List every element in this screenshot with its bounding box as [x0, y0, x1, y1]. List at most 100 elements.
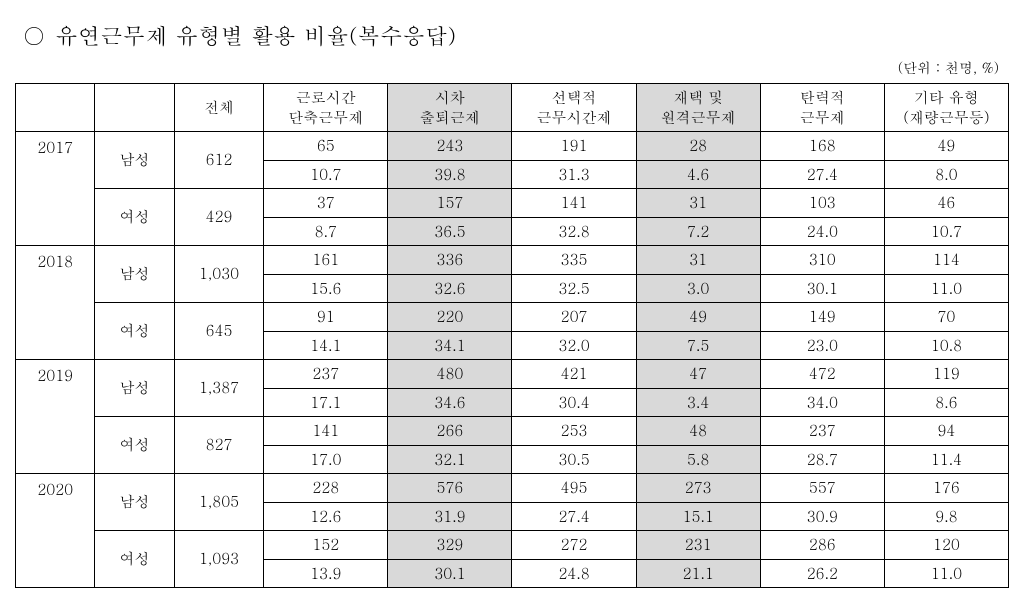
gender-cell: 남성: [95, 246, 174, 303]
data-cell: 39.8: [388, 160, 512, 189]
data-cell: 48: [636, 417, 760, 446]
data-cell: 7.5: [636, 331, 760, 360]
total-cell: 1,093: [174, 531, 263, 588]
table-row: 2018 남성 1,030 161 336 335 31 310 114: [16, 246, 1009, 275]
data-cell: 119: [884, 360, 1008, 389]
table-row: 여성 827 141 266 253 48 237 94: [16, 417, 1009, 446]
data-cell: 114: [884, 246, 1008, 275]
data-cell: 32.6: [388, 274, 512, 303]
total-cell: 1,387: [174, 360, 263, 417]
data-cell: 32.8: [512, 217, 636, 246]
header-row: 전체 근로시간단축근무제 시차출퇴근제 선택적근무시간제 재택 및원격근무제 탄…: [16, 84, 1009, 132]
total-cell: 827: [174, 417, 263, 474]
data-cell: 120: [884, 531, 1008, 560]
table-body: 2017 남성 612 65 243 191 28 168 49 10.7 39…: [16, 132, 1009, 588]
data-cell: 70: [884, 303, 1008, 332]
header-flexible-l2: 근무제: [800, 107, 845, 128]
data-cell: 30.4: [512, 388, 636, 417]
header-staggered-l2: 출퇴근제: [420, 107, 480, 128]
data-cell: 176: [884, 474, 1008, 503]
year-cell: 2018: [16, 246, 95, 360]
data-cell: 3.4: [636, 388, 760, 417]
gender-cell: 남성: [95, 360, 174, 417]
data-cell: 14.1: [264, 331, 388, 360]
data-cell: 336: [388, 246, 512, 275]
data-cell: 8.7: [264, 217, 388, 246]
data-cell: 576: [388, 474, 512, 503]
data-cell: 11.4: [884, 445, 1008, 474]
data-cell: 30.1: [760, 274, 884, 303]
header-flexible-l1: 탄력적: [800, 87, 845, 108]
data-cell: 243: [388, 132, 512, 161]
total-cell: 612: [174, 132, 263, 189]
data-cell: 272: [512, 531, 636, 560]
table-row: 여성 645 91 220 207 49 149 70: [16, 303, 1009, 332]
data-cell: 8.0: [884, 160, 1008, 189]
data-cell: 31.9: [388, 502, 512, 531]
data-cell: 32.5: [512, 274, 636, 303]
data-cell: 11.0: [884, 559, 1008, 588]
data-cell: 27.4: [760, 160, 884, 189]
data-cell: 10.8: [884, 331, 1008, 360]
data-cell: 30.9: [760, 502, 884, 531]
header-selective-l2: 근무시간제: [537, 107, 612, 128]
data-cell: 30.1: [388, 559, 512, 588]
data-cell: 31: [636, 246, 760, 275]
header-blank-gender: [95, 84, 174, 132]
header-remote-l2: 원격근무제: [661, 107, 736, 128]
data-cell: 191: [512, 132, 636, 161]
header-staggered-l1: 시차: [435, 87, 465, 108]
data-cell: 495: [512, 474, 636, 503]
data-cell: 46: [884, 189, 1008, 218]
gender-cell: 남성: [95, 474, 174, 531]
header-selective: 선택적근무시간제: [512, 84, 636, 132]
data-cell: 421: [512, 360, 636, 389]
header-selective-l1: 선택적: [552, 87, 597, 108]
gender-cell: 남성: [95, 132, 174, 189]
table-row: 여성 1,093 152 329 272 231 286 120: [16, 531, 1009, 560]
data-cell: 220: [388, 303, 512, 332]
data-cell: 28: [636, 132, 760, 161]
data-cell: 231: [636, 531, 760, 560]
data-cell: 10.7: [264, 160, 388, 189]
total-cell: 1,805: [174, 474, 263, 531]
data-cell: 329: [388, 531, 512, 560]
header-remote-l1: 재택 및: [673, 87, 723, 108]
table-row: 2017 남성 612 65 243 191 28 168 49: [16, 132, 1009, 161]
data-cell: 472: [760, 360, 884, 389]
data-cell: 207: [512, 303, 636, 332]
data-cell: 28.7: [760, 445, 884, 474]
data-cell: 141: [264, 417, 388, 446]
total-cell: 645: [174, 303, 263, 360]
total-cell: 429: [174, 189, 263, 246]
table-row: 여성 429 37 157 141 31 103 46: [16, 189, 1009, 218]
data-cell: 24.0: [760, 217, 884, 246]
gender-cell: 여성: [95, 189, 174, 246]
data-cell: 266: [388, 417, 512, 446]
header-reduced-hours-l1: 근로시간: [296, 87, 356, 108]
header-other-l2: (재량근무등): [903, 107, 989, 128]
data-cell: 34.0: [760, 388, 884, 417]
gender-cell: 여성: [95, 303, 174, 360]
flex-work-table: 전체 근로시간단축근무제 시차출퇴근제 선택적근무시간제 재택 및원격근무제 탄…: [15, 83, 1009, 588]
data-cell: 4.6: [636, 160, 760, 189]
data-cell: 10.7: [884, 217, 1008, 246]
data-cell: 7.2: [636, 217, 760, 246]
data-cell: 157: [388, 189, 512, 218]
data-cell: 335: [512, 246, 636, 275]
data-cell: 8.6: [884, 388, 1008, 417]
year-cell: 2017: [16, 132, 95, 246]
data-cell: 65: [264, 132, 388, 161]
data-cell: 49: [636, 303, 760, 332]
data-cell: 161: [264, 246, 388, 275]
table-row: 2020 남성 1,805 228 576 495 273 557 176: [16, 474, 1009, 503]
data-cell: 31: [636, 189, 760, 218]
data-cell: 273: [636, 474, 760, 503]
title-text: 유연근무제 유형별 활용 비율(복수응답): [56, 20, 457, 51]
data-cell: 5.8: [636, 445, 760, 474]
data-cell: 30.5: [512, 445, 636, 474]
data-cell: 94: [884, 417, 1008, 446]
gender-cell: 여성: [95, 417, 174, 474]
total-cell: 1,030: [174, 246, 263, 303]
data-cell: 286: [760, 531, 884, 560]
